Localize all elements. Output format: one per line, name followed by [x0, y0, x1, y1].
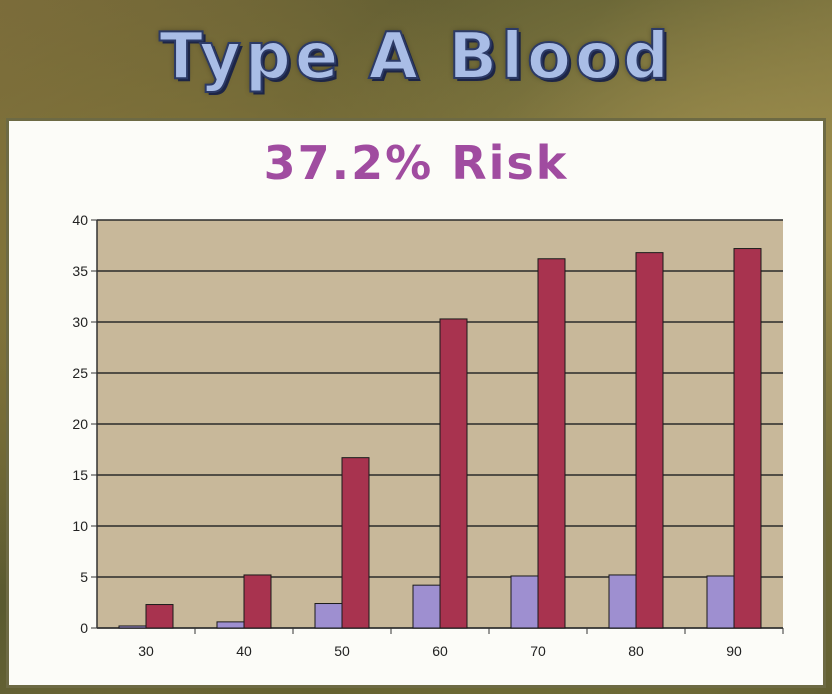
- x-tick-label: 90: [726, 643, 742, 659]
- bar-series-1: [706, 575, 735, 629]
- bar-series-2: [341, 457, 370, 629]
- bar-series-2: [733, 248, 762, 629]
- banner-title: Type A Blood: [158, 19, 673, 95]
- x-tick-label: 30: [138, 643, 154, 659]
- x-tick-label: 80: [628, 643, 644, 659]
- bar-series-1: [412, 584, 441, 629]
- y-tick-label: 20: [72, 416, 88, 432]
- y-tick-label: 25: [72, 365, 88, 381]
- y-tick-label: 5: [80, 569, 88, 585]
- chart-title: 37.2% Risk: [263, 136, 569, 190]
- bar-series-1: [314, 603, 343, 629]
- bar-series-2: [439, 318, 468, 629]
- x-tick-label: 60: [432, 643, 448, 659]
- y-tick-label: 30: [72, 314, 88, 330]
- x-tick-label: 70: [530, 643, 546, 659]
- y-tick-label: 15: [72, 467, 88, 483]
- bar-series-1: [608, 574, 637, 629]
- y-tick-label: 10: [72, 518, 88, 534]
- bar-series-2: [243, 574, 272, 629]
- bar-series-1: [510, 575, 539, 629]
- y-tick-label: 35: [72, 263, 88, 279]
- y-tick-label: 0: [80, 620, 88, 636]
- bar-series-1: [118, 625, 147, 629]
- bar-series-2: [145, 604, 174, 629]
- x-tick-label: 40: [236, 643, 252, 659]
- x-tick-label: 50: [334, 643, 350, 659]
- y-tick-label: 40: [72, 212, 88, 228]
- bar-series-2: [635, 252, 664, 629]
- bar-series-2: [537, 258, 566, 629]
- bar-series-1: [216, 621, 245, 629]
